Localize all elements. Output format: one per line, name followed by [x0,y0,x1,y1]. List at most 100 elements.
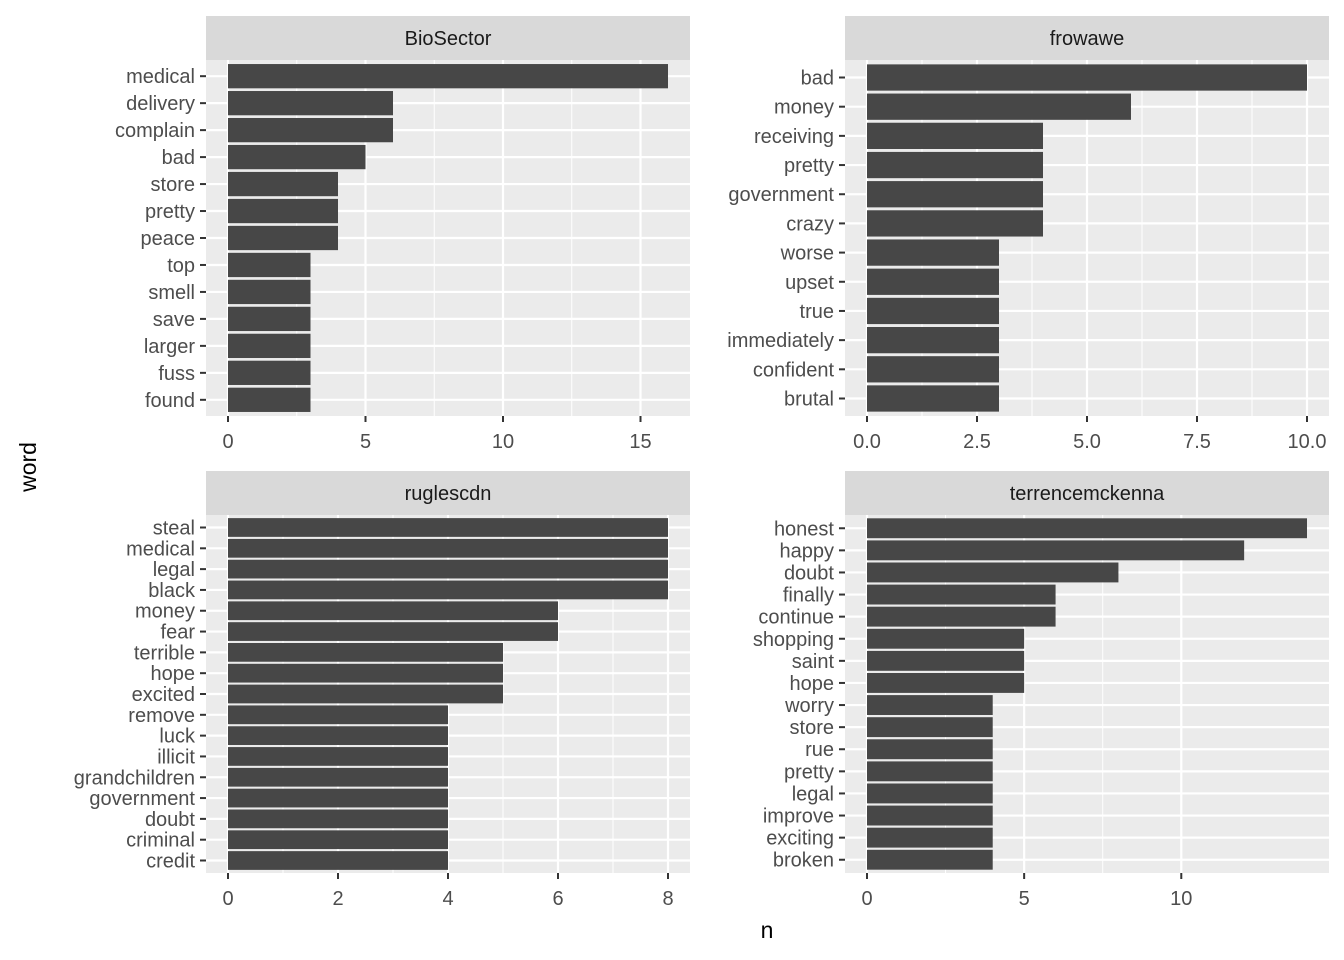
y-tick-label: bad [162,147,195,169]
bar [228,306,311,332]
facet-panel: frowawe bad money receiving pretty government… [727,16,1329,453]
y-tick-label: happy [780,540,835,562]
x-tick-label: 0 [861,888,872,910]
y-tick-label: exciting [766,828,834,850]
bar [867,151,1043,179]
y-tick-label: worry [784,695,834,717]
y-tick-label: pretty [145,201,195,223]
x-tick-label: 2.5 [963,431,991,453]
bar [867,356,999,383]
bar [228,252,311,278]
bar [867,562,1119,583]
x-tick-label: 0.0 [853,431,881,453]
bar [228,518,668,537]
bar [867,739,993,760]
y-tick-label: medical [126,66,195,88]
bar [867,122,1043,149]
y-tick-label: remove [128,705,195,727]
bar [228,726,448,745]
bar [228,279,311,305]
y-tick-label: pretty [784,155,834,177]
facet-strip [206,16,690,60]
facet-strip [206,471,690,515]
bar [867,268,999,295]
y-tick-label: store [790,717,834,739]
y-tick-label: fuss [158,363,195,385]
x-tick-label: 2 [332,888,343,910]
bar [867,650,1025,671]
y-tick-label: luck [159,726,196,748]
bar [867,695,993,715]
bar [867,849,993,870]
x-tick-label: 4 [442,888,453,910]
bar [228,171,338,197]
x-tick-label: 5.0 [1073,431,1101,453]
y-tick-label: legal [792,783,834,805]
bar [228,198,338,224]
bar [228,387,311,412]
bar [867,518,1307,539]
y-tick-label: money [135,601,195,623]
x-tick-label: 15 [629,431,651,453]
bar [228,684,503,704]
facet-title: ruglescdn [405,483,492,505]
y-tick-label: hope [151,663,196,685]
bar [867,606,1056,627]
x-tick-label: 10 [492,431,514,453]
bar [228,788,448,808]
bar [867,181,1043,208]
y-tick-label: crazy [786,213,834,235]
bar [867,717,993,738]
bar [867,64,1307,91]
y-tick-label: excited [132,684,195,706]
facet-title: terrencemckenna [1010,483,1165,505]
y-tick-label: hope [790,673,835,695]
y-tick-label: pretty [784,761,834,783]
bar [228,64,668,89]
x-axis-title: n [761,917,774,943]
facet-strip [845,16,1329,60]
bar [228,663,503,683]
x-tick-label: 8 [662,888,673,910]
bar [867,327,999,354]
y-tick-label: honest [774,518,834,540]
facet-title: BioSector [405,28,492,50]
y-tick-label: found [145,390,195,412]
bar [228,91,393,116]
x-tick-label: 10.0 [1288,431,1327,453]
bar [228,767,448,787]
y-tick-label: larger [144,336,195,358]
bar [867,628,1025,649]
bar [867,673,1025,693]
bar [867,805,993,826]
bar [228,851,448,870]
bar [867,210,1043,237]
bar [228,643,503,662]
y-tick-label: medical [126,538,195,560]
y-tick-label: shopping [753,629,834,651]
y-tick-label: saint [792,651,835,673]
bar [228,225,338,251]
facet-panel: terrencemckenna honesthappydoubtfinallyco… [753,471,1329,910]
y-tick-label: save [153,309,195,331]
y-tick-label: store [151,174,195,196]
bar [228,705,448,725]
bar [228,333,311,359]
y-tick-label: terrible [134,642,195,664]
bar [228,144,366,170]
y-axis-title: word [15,442,41,493]
bar [867,297,999,325]
y-tick-label: money [774,97,834,119]
y-tick-label: government [728,184,834,206]
y-tick-label: true [800,301,834,323]
bar [228,559,668,579]
y-tick-label: government [89,788,195,810]
y-tick-label: improve [763,806,834,828]
y-tick-label: smell [148,282,195,304]
x-tick-label: 7.5 [1183,431,1211,453]
y-tick-label: steal [153,517,195,539]
y-tick-label: confident [753,359,835,381]
bar [867,584,1056,605]
x-tick-label: 0 [222,431,233,453]
